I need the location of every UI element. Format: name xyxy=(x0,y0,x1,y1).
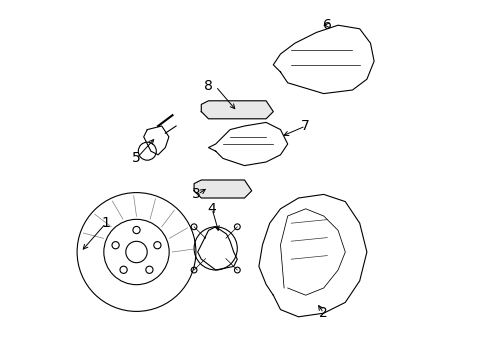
Polygon shape xyxy=(273,25,373,94)
Polygon shape xyxy=(258,194,366,317)
Text: 7: 7 xyxy=(301,119,309,133)
Text: 4: 4 xyxy=(207,202,216,216)
Text: 6: 6 xyxy=(322,18,331,32)
Text: 5: 5 xyxy=(132,152,141,165)
Text: 2: 2 xyxy=(319,306,327,320)
Polygon shape xyxy=(208,122,287,166)
Polygon shape xyxy=(194,180,251,198)
Text: 3: 3 xyxy=(191,188,200,201)
Text: 8: 8 xyxy=(203,80,212,93)
Text: 1: 1 xyxy=(101,216,110,230)
Polygon shape xyxy=(201,101,273,119)
